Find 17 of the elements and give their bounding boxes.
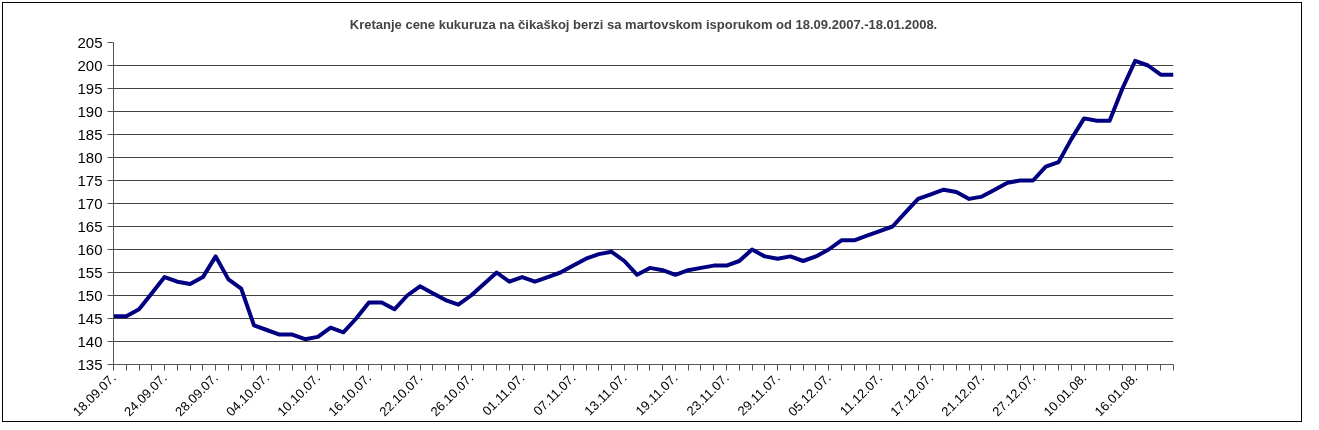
y-tick-label: 205 bbox=[77, 33, 103, 51]
y-tick-label: 190 bbox=[77, 102, 103, 120]
y-tick-label: 155 bbox=[77, 263, 103, 281]
y-tick-label: 175 bbox=[77, 171, 103, 189]
y-tick-label: 200 bbox=[77, 56, 103, 74]
y-tick-label: 150 bbox=[77, 286, 103, 304]
y-tick-label: 165 bbox=[77, 217, 103, 235]
y-tick-label: 160 bbox=[77, 240, 103, 258]
y-tick-label: 185 bbox=[77, 125, 103, 143]
y-tick-label: 140 bbox=[77, 332, 103, 350]
y-tick-label: 195 bbox=[77, 79, 103, 97]
y-tick-label: 170 bbox=[77, 194, 103, 212]
chart-title: Kretanje cene kukuruza na čikaškoj berzi sa martovskom isporukom od 18.09.2007.-18.01.2008. bbox=[349, 16, 938, 32]
line-series bbox=[113, 58, 1174, 342]
y-tick-label: 180 bbox=[77, 148, 103, 166]
y-tick-label: 135 bbox=[77, 355, 103, 373]
y-tick-label: 145 bbox=[77, 309, 103, 327]
